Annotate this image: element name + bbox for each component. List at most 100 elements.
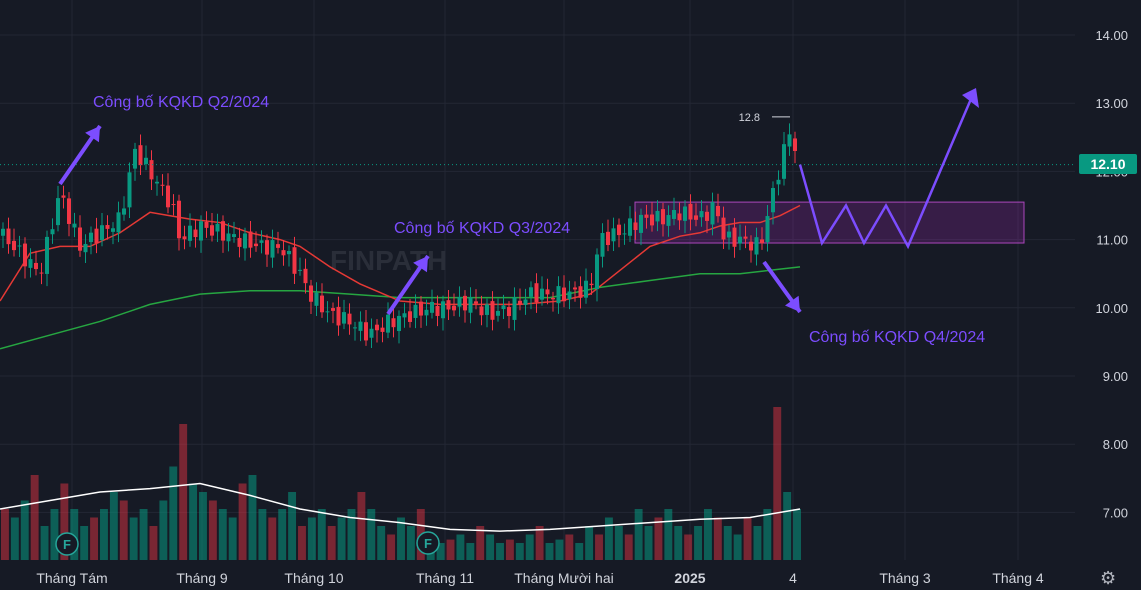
volume-bar <box>743 517 752 560</box>
candle-body <box>17 245 22 247</box>
candle-body <box>677 213 682 221</box>
candle-body <box>320 295 324 313</box>
candle-body <box>391 318 396 328</box>
candle-body <box>265 240 269 255</box>
volume-bar <box>159 500 168 560</box>
candle-body <box>545 289 550 295</box>
volume-bar <box>515 543 524 560</box>
candle-body <box>287 250 291 255</box>
volume-bar <box>268 517 277 560</box>
candle-body <box>50 229 55 235</box>
candle-body <box>578 286 583 298</box>
event-marker <box>55 532 79 556</box>
volume-bar <box>535 526 544 560</box>
candle-body <box>699 211 704 218</box>
x-tick-label: Tháng 10 <box>284 570 343 586</box>
candle-body <box>210 225 214 236</box>
candle-body <box>243 233 247 249</box>
volume-bar <box>466 543 475 560</box>
candle-body <box>617 224 621 236</box>
candle-body <box>45 236 49 274</box>
candle-body <box>556 286 561 304</box>
candle-body <box>160 184 165 186</box>
volume-bar <box>753 526 762 560</box>
volume-bar <box>100 509 108 560</box>
candle-body <box>435 305 440 316</box>
candle-body <box>732 227 737 247</box>
candle-body <box>127 172 132 208</box>
candle-body <box>193 229 198 238</box>
candle-body <box>413 304 418 318</box>
volume-bar <box>80 526 89 560</box>
volume-bar <box>446 539 455 560</box>
candle-body <box>595 254 599 290</box>
candle-body <box>166 185 170 208</box>
candle-body <box>375 324 379 331</box>
candle-body <box>666 215 671 226</box>
candle-body <box>402 313 407 318</box>
volume-bar <box>505 539 514 560</box>
volume-bar <box>199 492 207 560</box>
candle-body <box>490 301 495 320</box>
candle-body <box>270 240 275 258</box>
candle-body <box>479 306 484 316</box>
candle-body <box>364 322 368 341</box>
volume-bar <box>139 509 148 560</box>
volume-bar <box>30 475 39 560</box>
volume-bar <box>317 509 326 560</box>
candle-body <box>567 291 572 300</box>
candle-body <box>639 214 643 233</box>
candle-body <box>89 232 93 243</box>
candle-body <box>485 304 489 315</box>
candle-body <box>314 292 319 306</box>
volume-average-line <box>0 482 801 532</box>
gear-icon[interactable]: ⚙ <box>1100 568 1117 588</box>
candle-body <box>254 243 258 247</box>
candle-body <box>589 283 594 286</box>
watermark: FINPATH <box>330 245 447 276</box>
volume-bar <box>387 534 396 560</box>
candle-body <box>540 288 544 300</box>
candle-body <box>248 231 253 248</box>
candle-body <box>650 214 654 226</box>
volume-bar <box>703 509 712 560</box>
candle-body <box>259 240 264 243</box>
volume-bar <box>476 526 485 560</box>
candle-body <box>622 233 627 235</box>
volume-bar <box>179 424 188 560</box>
candle-body <box>67 198 71 224</box>
candle-body <box>441 301 445 319</box>
volume-bar <box>763 509 772 560</box>
candle-body <box>721 217 726 240</box>
candle-body <box>776 179 781 185</box>
volume-bar <box>90 517 99 560</box>
y-tick-label: 7.00 <box>1103 505 1128 520</box>
volume-bar <box>684 534 693 560</box>
candle-body <box>408 311 412 322</box>
candle-body <box>144 157 148 165</box>
candle-body <box>358 321 363 331</box>
candle-body <box>644 214 649 218</box>
x-tick-label: Tháng 9 <box>176 570 228 586</box>
x-tick-label: Tháng 4 <box>992 570 1044 586</box>
y-tick-label: 9.00 <box>1103 369 1128 384</box>
candle-body <box>177 200 181 239</box>
candle-body <box>83 243 88 253</box>
candle-body <box>419 301 423 316</box>
x-tick-label: Tháng 11 <box>416 570 474 586</box>
volume-bar <box>238 483 247 560</box>
candle-body <box>23 243 27 267</box>
volume-bar <box>129 517 138 560</box>
volume-bar <box>149 526 158 560</box>
volume-bar <box>377 526 386 560</box>
volume-bar <box>337 517 346 560</box>
volume-bar <box>258 509 267 560</box>
candle-body <box>336 306 341 326</box>
x-tick-label: 2025 <box>674 570 705 586</box>
volume-bar <box>70 509 79 560</box>
candle-body <box>397 315 401 332</box>
candle-body <box>463 295 467 311</box>
candle-body <box>661 209 665 225</box>
volume-bar <box>664 509 673 560</box>
